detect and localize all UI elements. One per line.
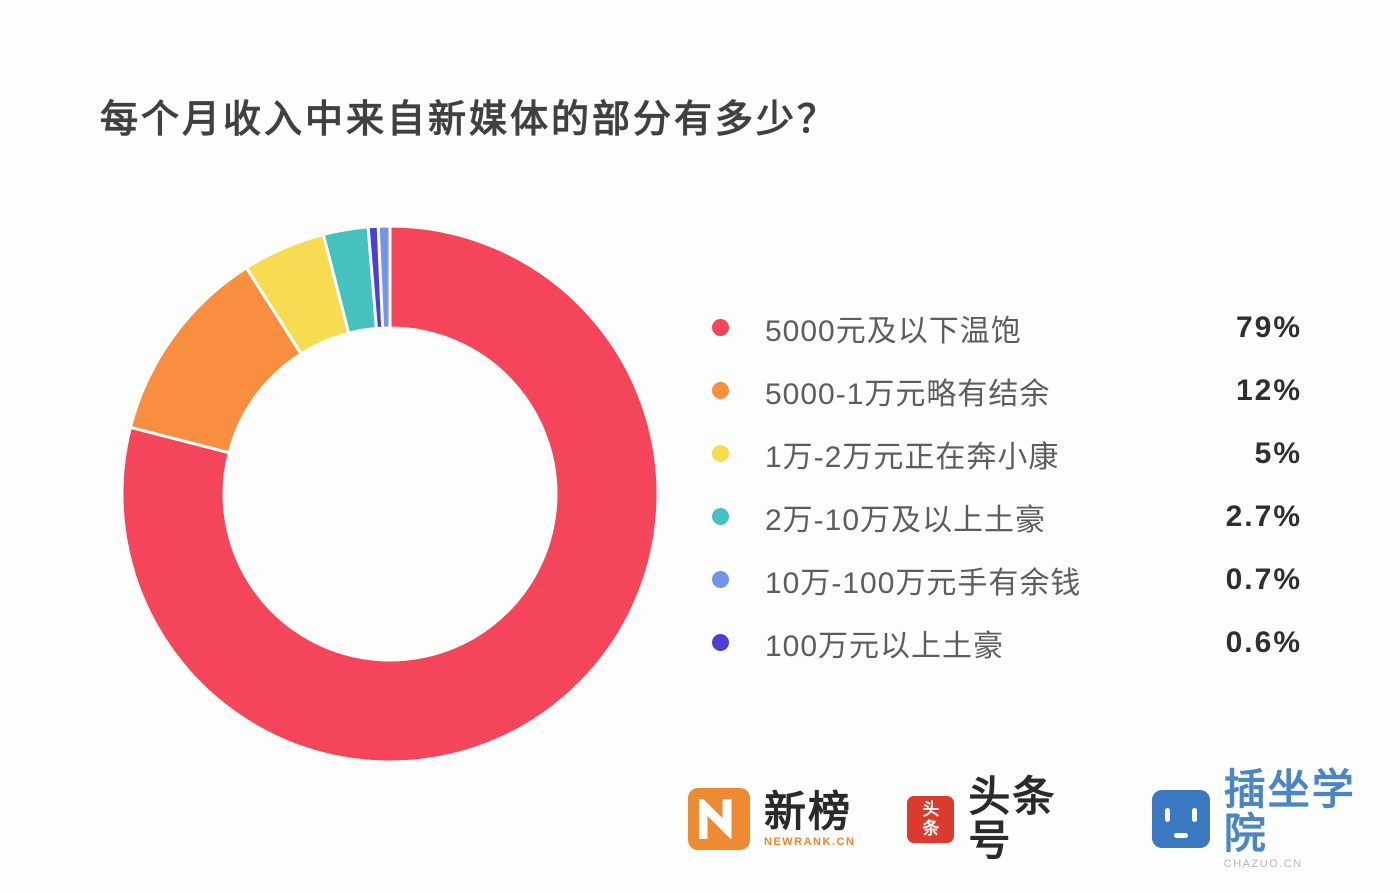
legend-label: 5000元及以下温饱 xyxy=(765,314,1022,348)
legend-row: 5000元及以下温饱 79% xyxy=(712,296,1302,359)
chazuo-logo-icon xyxy=(1151,790,1210,849)
legend-value: 0.6% xyxy=(1225,625,1302,659)
chart-legend: 5000元及以下温饱 79% 5000-1万元略有结余 12% 1万-2万元正在… xyxy=(712,296,1302,674)
toutiao-logo-text: 头条号 xyxy=(968,773,1057,865)
legend-row: 100万元以上土豪 0.6% xyxy=(712,611,1302,674)
newrank-logo-subtext: NEWRANK.CN xyxy=(764,836,856,849)
donut-chart-svg xyxy=(120,224,660,764)
legend-value: 2.7% xyxy=(1225,499,1302,533)
legend-dot-icon xyxy=(712,382,729,399)
legend-label: 10万-100万元手有余钱 xyxy=(765,566,1082,600)
legend-dot-icon xyxy=(712,634,729,651)
chazuo-logo-text: 插坐学院 xyxy=(1223,766,1356,858)
legend-value: 79% xyxy=(1235,310,1302,344)
legend-label: 2万-10万及以上土豪 xyxy=(765,503,1047,537)
chazuo-eye-left xyxy=(1164,808,1170,823)
logo-toutiao: 头 条 头条号 xyxy=(907,773,1099,865)
legend-dot-icon xyxy=(712,445,729,462)
legend-dot-icon xyxy=(712,571,729,588)
toutiao-badge-char-bottom: 条 xyxy=(922,819,940,839)
legend-label: 100万元以上土豪 xyxy=(765,629,1005,663)
legend-row: 1万-2万元正在奔小康 5% xyxy=(712,422,1302,485)
newrank-logo-text: 新榜 xyxy=(764,788,853,836)
newrank-logo-icon xyxy=(688,788,750,851)
donut-segment-4 xyxy=(376,224,392,330)
donut-segment-0 xyxy=(120,224,660,764)
legend-dot-icon xyxy=(712,319,729,336)
newrank-n-glyph xyxy=(699,799,732,840)
toutiao-logo-icon: 头 条 xyxy=(907,795,955,843)
footer-logos: 新榜 NEWRANK.CN 头 条 头条号 插坐学院 CHAZUO.CN xyxy=(688,766,1399,871)
legend-row: 10万-100万元手有余钱 0.7% xyxy=(712,548,1302,611)
toutiao-badge-char-top: 头 xyxy=(922,800,940,820)
legend-label: 1万-2万元正在奔小康 xyxy=(765,440,1060,474)
legend-row: 5000-1万元略有结余 12% xyxy=(712,359,1302,422)
legend-value: 0.7% xyxy=(1225,562,1302,596)
legend-value: 5% xyxy=(1254,436,1302,470)
legend-value: 12% xyxy=(1235,373,1302,407)
chazuo-eye-right xyxy=(1191,808,1197,823)
logo-chazuo: 插坐学院 CHAZUO.CN xyxy=(1151,766,1399,871)
chazuo-logo-subtext: CHAZUO.CN xyxy=(1223,858,1303,871)
legend-label: 5000-1万元略有结余 xyxy=(765,377,1051,411)
legend-dot-icon xyxy=(712,508,729,525)
donut-chart xyxy=(116,220,664,768)
logo-newrank: 新榜 NEWRANK.CN xyxy=(688,788,856,851)
legend-row: 2万-10万及以上土豪 2.7% xyxy=(712,485,1302,548)
page-title: 每个月收入中来自新媒体的部分有多少？ xyxy=(100,99,839,141)
chazuo-mouth xyxy=(1173,833,1188,839)
